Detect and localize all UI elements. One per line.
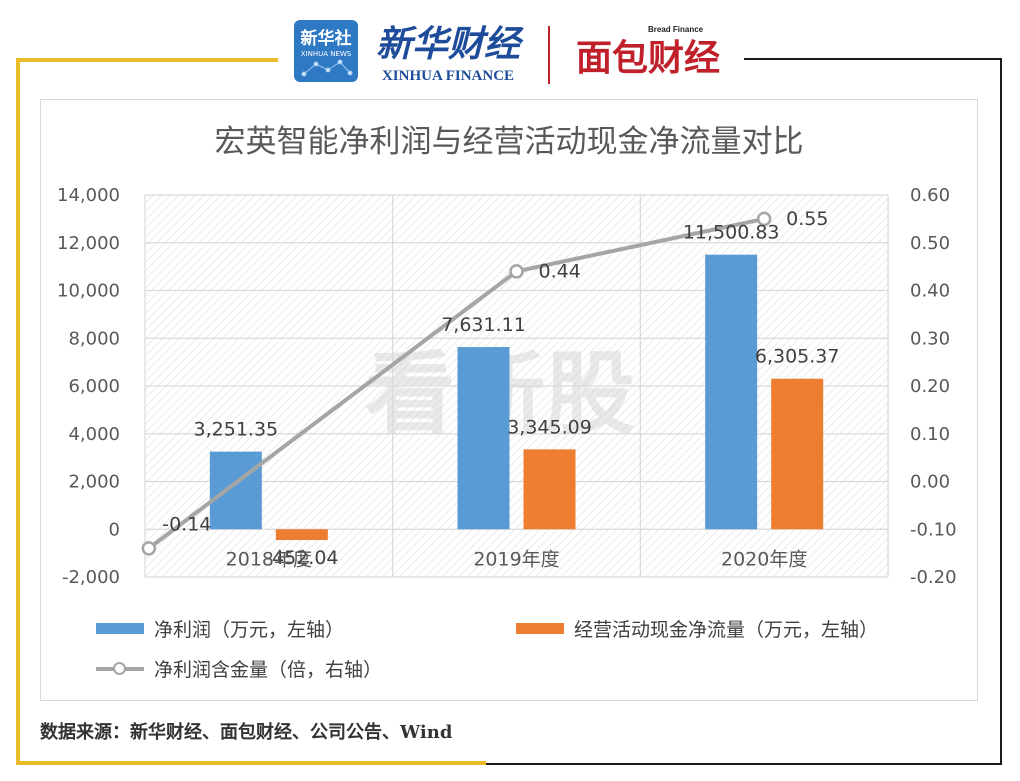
y-right-tick-label: 0.50 [910, 233, 950, 254]
header-logos: 新华社 XINHUA NEWS 新华财经 XINHUA FINANCE Brea… [278, 0, 744, 92]
data-label-net-profit: 7,631.11 [441, 314, 526, 336]
xinhua-finance-cn: 新华财经 [376, 23, 524, 65]
x-category-label: 2019年度 [473, 548, 559, 570]
data-label-ratio: 0.44 [539, 260, 581, 282]
legend-item-cash-flow: 经营活动现金净流量（万元，左轴） [516, 615, 878, 642]
frame-gold-bottom [16, 761, 486, 765]
y-right-tick-label: 0.20 [910, 376, 950, 397]
y-right-tick-label: -0.20 [910, 567, 957, 588]
legend-marker-ratio [96, 661, 144, 676]
frame-black-top [744, 58, 1002, 60]
frame-gold-top [16, 58, 278, 62]
y-left-tick-label: 4,000 [68, 424, 120, 445]
legend-item-net-profit: 净利润（万元，左轴） [96, 615, 344, 642]
y-right-tick-label: 0.30 [910, 328, 950, 349]
y-right-tick-label: 0.40 [910, 281, 950, 302]
y-left-tick-label: 12,000 [57, 233, 120, 254]
legend-swatch-net-profit [96, 623, 144, 634]
chart-title: 宏英智能净利润与经营活动现金净流量对比 [215, 124, 804, 160]
bread-finance-en: Bread Finance [648, 25, 704, 34]
legend-label-cash-flow: 经营活动现金净流量（万元，左轴） [574, 619, 879, 641]
xinhua-news-text: XINHUA NEWS [301, 50, 352, 58]
x-category-label: 2018年度 [226, 548, 312, 570]
bar-net-profit [705, 254, 758, 530]
y-left-tick-label: 0 [109, 519, 120, 540]
network-icon [301, 59, 353, 77]
y-left-tick-label: 2,000 [68, 472, 120, 493]
bar-cash-flow [523, 449, 576, 530]
y-left-tick-label: 14,000 [57, 185, 120, 206]
legend-label-net-profit: 净利润（万元，左轴） [154, 619, 345, 641]
legend-label-ratio: 净利润含金量（倍，右轴） [154, 659, 383, 681]
data-label-net-profit: 3,251.35 [194, 419, 279, 441]
data-label-cash-flow: -452.04 [265, 547, 338, 569]
data-label-cash-flow: 6,305.37 [755, 346, 840, 368]
y-left-tick-label: 10,000 [57, 281, 120, 302]
data-label-ratio: 0.55 [786, 208, 828, 230]
data-label-net-profit: 11,500.83 [683, 222, 780, 244]
legend-swatch-cash-flow [516, 623, 564, 634]
xinhua-logo-text: 新华社 [301, 28, 352, 49]
legend-item-ratio: 净利润含金量（倍，右轴） [96, 655, 382, 682]
bar-cash-flow [771, 378, 824, 530]
xinhua-news-logo: 新华社 XINHUA NEWS [294, 20, 358, 82]
data-label-cash-flow: 3,345.09 [507, 416, 592, 438]
y-left-tick-label: 8,000 [68, 328, 120, 349]
point-ratio [509, 264, 524, 279]
legend: 净利润（万元，左轴） 经营活动现金净流量（万元，左轴） 净利润含金量（倍，右轴） [96, 605, 976, 685]
frame-gold-left [16, 58, 20, 765]
y-right-tick-label: 0.60 [910, 185, 950, 206]
bar-net-profit [457, 347, 510, 530]
bar-net-profit [209, 451, 262, 530]
frame-black-bottom [486, 763, 1002, 765]
point-ratio [141, 541, 157, 556]
y-right-tick-label: 0.10 [910, 424, 950, 445]
frame-black-right [1000, 58, 1002, 765]
point-ratio [756, 211, 772, 227]
y-left-tick-label: 6,000 [68, 376, 120, 397]
x-category-label: 2020年度 [721, 548, 807, 570]
xinhua-finance-en: XINHUA FINANCE [382, 68, 514, 84]
source-note: 数据来源：新华财经、面包财经、公司公告、Wind [40, 722, 453, 743]
y-right-tick-label: 0.00 [910, 472, 950, 493]
bread-finance-cn: 面包财经 [576, 38, 720, 79]
y-right-tick-label: -0.10 [910, 519, 957, 540]
data-label-ratio: -0.14 [162, 513, 211, 535]
y-left-tick-label: -2,000 [62, 567, 120, 588]
bar-cash-flow [275, 529, 328, 541]
